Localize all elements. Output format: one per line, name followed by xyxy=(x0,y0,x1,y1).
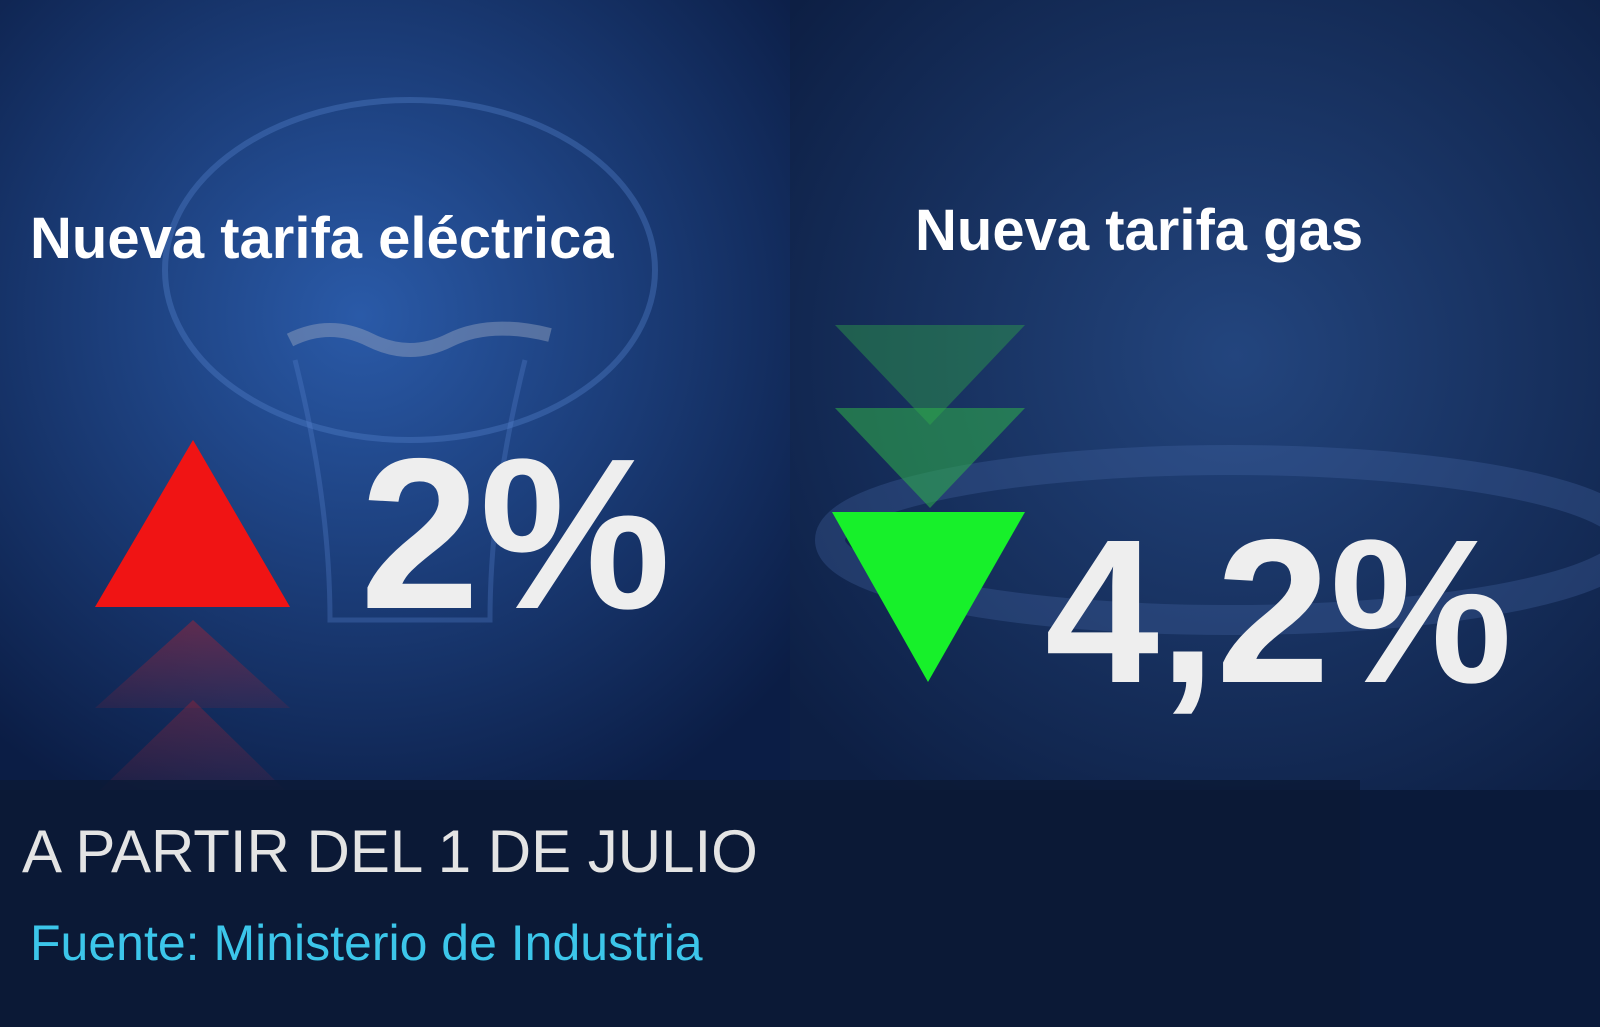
panel-title: Nueva tarifa gas xyxy=(915,198,1363,263)
bulb-filament xyxy=(286,321,552,357)
panel-background xyxy=(0,0,800,790)
panel-value: 2% xyxy=(360,413,671,654)
arrow-down xyxy=(832,512,1025,682)
panel-value: 4,2% xyxy=(1045,497,1512,726)
arrow-ghost xyxy=(835,408,1025,508)
footer-date: A PARTIR DEL 1 DE JULIO xyxy=(22,818,758,885)
panel-title: Nueva tarifa eléctrica xyxy=(30,206,614,271)
burner-ring xyxy=(815,445,1600,635)
footer-band xyxy=(0,780,1360,1027)
arrow-up xyxy=(95,440,290,607)
arrow-ghost xyxy=(835,325,1025,425)
arrow-ghost xyxy=(95,620,290,708)
bulb-outline xyxy=(162,97,658,443)
bulb-neck xyxy=(292,359,528,623)
footer-source: Fuente: Ministerio de Industria xyxy=(30,915,703,971)
arrow-ghost xyxy=(100,700,285,790)
